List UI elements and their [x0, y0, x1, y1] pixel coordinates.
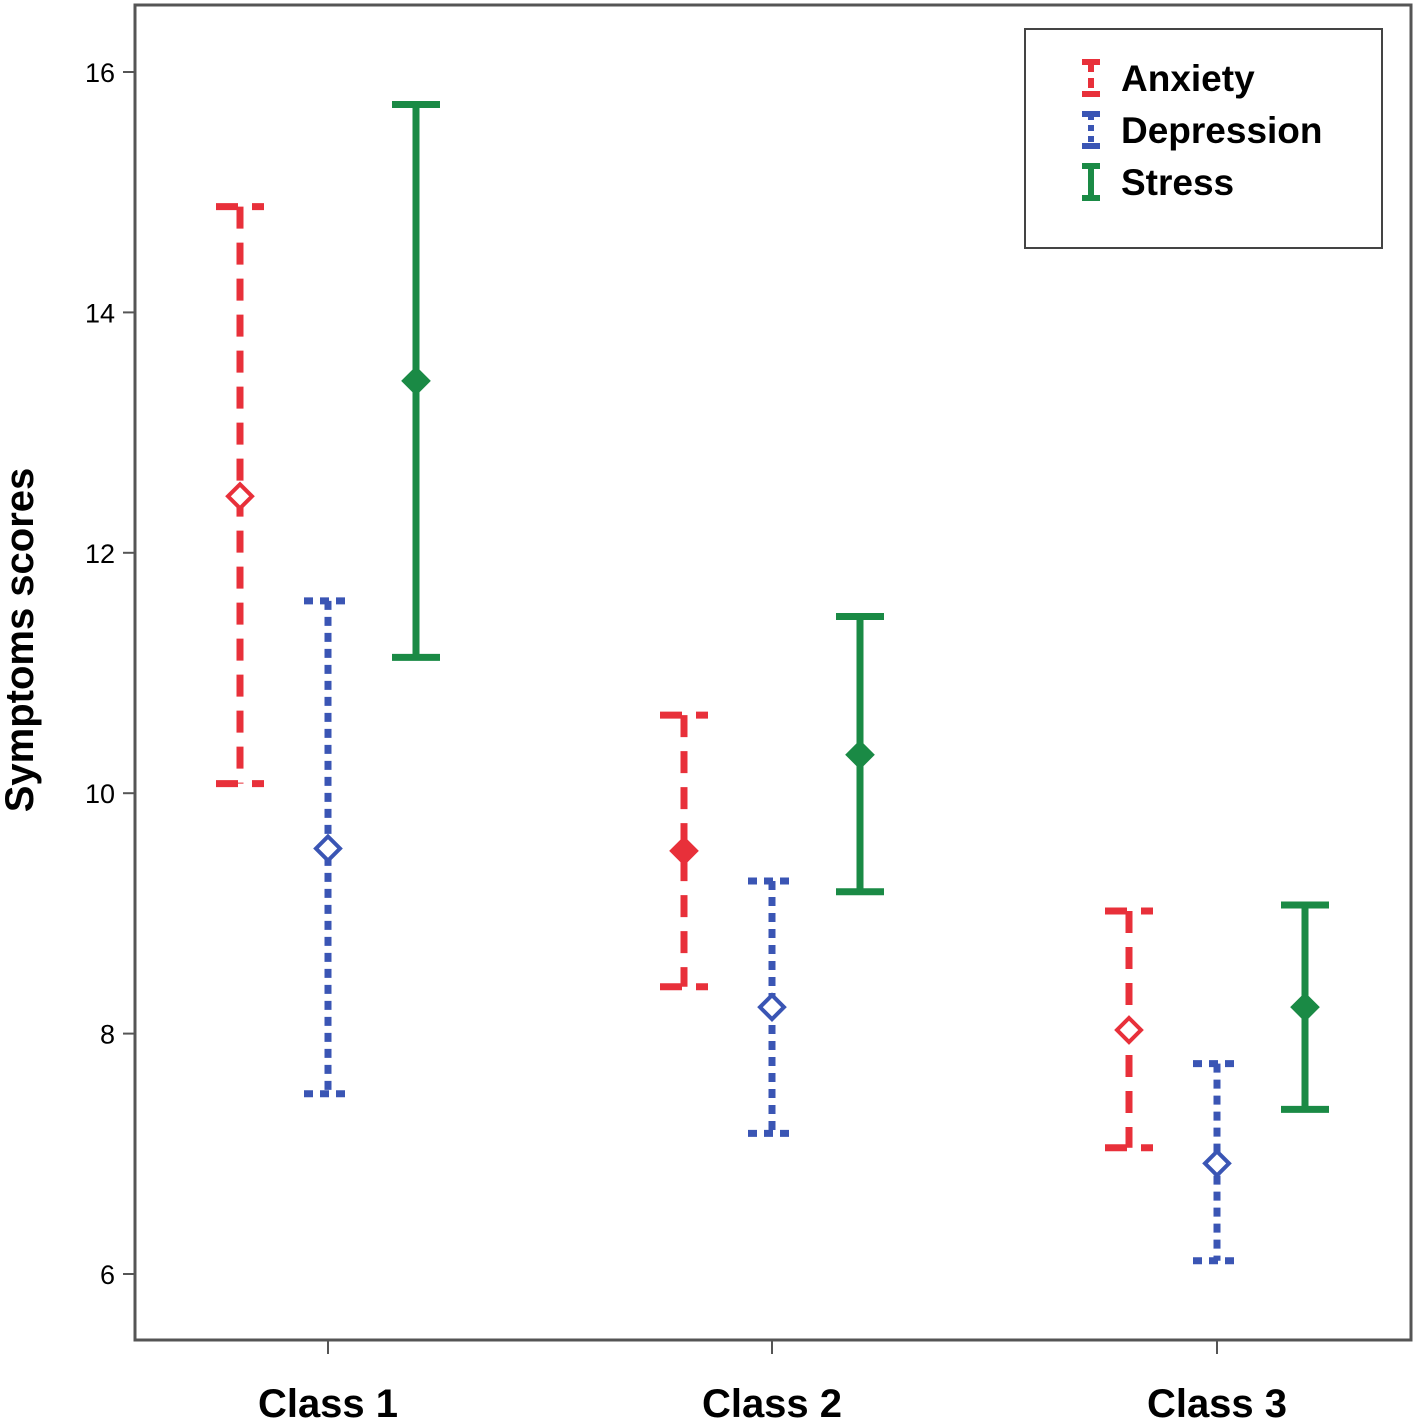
legend-label: Anxiety — [1121, 58, 1255, 99]
legend-label: Stress — [1121, 162, 1234, 203]
y-tick-label: 8 — [100, 1020, 115, 1050]
legend-box — [1024, 28, 1383, 249]
legend-item-depression: Depression — [1082, 110, 1323, 151]
series-depression — [304, 597, 1241, 1265]
mean-marker — [401, 366, 431, 396]
legend-label: Depression — [1121, 110, 1323, 151]
legend: Anxiety Depression Stress — [1024, 28, 1383, 249]
legend-item-stress: Stress — [1082, 162, 1234, 203]
y-tick-label: 16 — [85, 58, 115, 88]
legend-item-anxiety: Anxiety — [1082, 58, 1255, 99]
series-layer — [216, 100, 1329, 1265]
mean-marker — [225, 481, 255, 512]
y-axis: 6 8 10 12 14 16 — [85, 58, 135, 1290]
y-tick-label: 6 — [100, 1260, 115, 1290]
mean-marker — [1114, 1015, 1144, 1045]
series-anxiety — [216, 203, 1153, 1152]
series-stress — [392, 100, 1329, 1113]
mean-marker — [845, 739, 875, 770]
mean-marker — [669, 836, 699, 866]
y-axis-title: Symptoms scores — [0, 468, 42, 813]
x-tick-label: Class 2 — [702, 1382, 842, 1422]
y-tick-label: 14 — [85, 298, 115, 328]
x-tick-label: Class 3 — [1147, 1382, 1287, 1422]
mean-marker — [757, 992, 787, 1022]
x-tick-label: Class 1 — [258, 1382, 398, 1422]
mean-marker — [1290, 992, 1320, 1022]
y-tick-label: 12 — [85, 539, 115, 569]
y-tick-label: 10 — [85, 779, 115, 809]
mean-marker — [313, 833, 343, 864]
mean-marker — [1202, 1148, 1232, 1179]
x-axis: Class 1 Class 2 Class 3 — [258, 1340, 1287, 1426]
